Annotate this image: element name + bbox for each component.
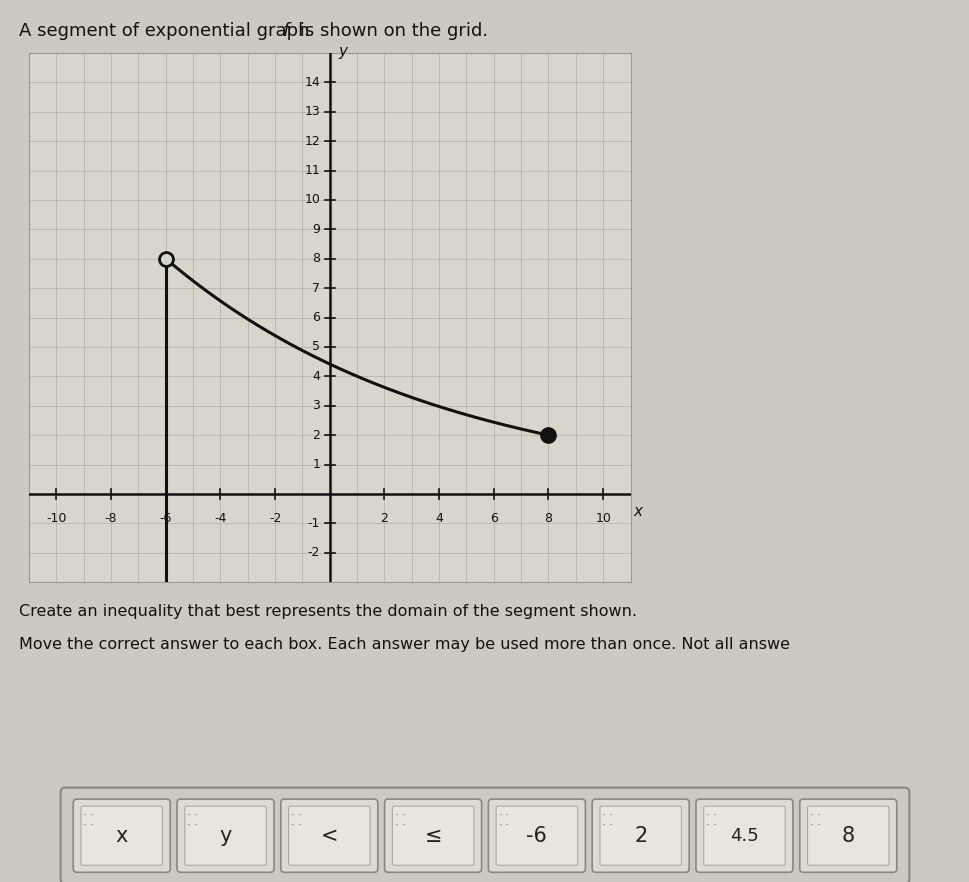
Text: ··: ·· [504, 812, 509, 818]
Text: 4.5: 4.5 [730, 826, 758, 845]
Text: -4: -4 [214, 512, 227, 525]
Text: -2: -2 [268, 512, 281, 525]
Text: ··: ·· [297, 812, 301, 818]
Text: ··: ·· [290, 823, 295, 828]
Text: $y$: $y$ [337, 45, 349, 61]
Text: 12: 12 [304, 135, 320, 147]
Text: ··: ·· [808, 823, 813, 828]
Text: ··: ·· [89, 812, 94, 818]
Text: 6: 6 [489, 512, 497, 525]
Text: 5: 5 [312, 340, 320, 354]
Text: ··: ·· [504, 823, 509, 828]
Text: $x$: $x$ [633, 504, 643, 519]
Text: 2: 2 [312, 429, 320, 442]
Text: -6: -6 [526, 826, 547, 846]
Text: 2: 2 [380, 512, 388, 525]
Text: ··: ·· [497, 823, 502, 828]
Text: f: f [283, 22, 290, 40]
Text: ··: ·· [297, 823, 301, 828]
Text: y: y [219, 826, 232, 846]
Text: 1: 1 [312, 458, 320, 471]
Text: ··: ·· [186, 812, 191, 818]
Text: ··: ·· [711, 823, 716, 828]
Text: ··: ·· [393, 823, 398, 828]
Text: <: < [320, 826, 338, 846]
Text: ··: ·· [608, 812, 612, 818]
Text: is shown on the grid.: is shown on the grid. [294, 22, 487, 40]
Text: ··: ·· [82, 823, 87, 828]
Text: ··: ·· [393, 812, 398, 818]
Text: ··: ·· [186, 823, 191, 828]
Text: -8: -8 [105, 512, 117, 525]
Text: ··: ·· [193, 823, 198, 828]
Text: Move the correct answer to each box. Each answer may be used more than once. Not: Move the correct answer to each box. Eac… [19, 637, 790, 652]
Text: 10: 10 [595, 512, 610, 525]
Text: ··: ·· [711, 812, 716, 818]
Text: 11: 11 [304, 164, 320, 177]
Text: ··: ·· [815, 812, 820, 818]
Text: ··: ·· [704, 823, 709, 828]
Text: ··: ·· [808, 812, 813, 818]
Text: x: x [115, 826, 128, 846]
Text: 14: 14 [304, 76, 320, 89]
Text: 4: 4 [435, 512, 443, 525]
Text: ··: ·· [704, 812, 709, 818]
Text: Create an inequality that best represents the domain of the segment shown.: Create an inequality that best represent… [19, 604, 637, 619]
Text: 3: 3 [312, 400, 320, 412]
Text: ··: ·· [89, 823, 94, 828]
Text: -10: -10 [47, 512, 67, 525]
Text: 8: 8 [544, 512, 552, 525]
Text: 4: 4 [312, 370, 320, 383]
Text: 6: 6 [312, 311, 320, 324]
Text: A segment of exponential graph: A segment of exponential graph [19, 22, 315, 40]
Text: ··: ·· [400, 823, 405, 828]
Text: 2: 2 [634, 826, 646, 846]
Text: -6: -6 [160, 512, 172, 525]
Text: 9: 9 [312, 223, 320, 235]
Text: ··: ·· [193, 812, 198, 818]
Text: 8: 8 [312, 252, 320, 265]
Text: ··: ·· [497, 812, 502, 818]
Text: ··: ·· [400, 812, 405, 818]
Text: ··: ·· [601, 823, 606, 828]
Text: 7: 7 [312, 281, 320, 295]
Text: 13: 13 [304, 105, 320, 118]
Text: ··: ·· [82, 812, 87, 818]
Text: ≤: ≤ [423, 826, 442, 846]
Text: 10: 10 [304, 193, 320, 206]
Text: -2: -2 [307, 546, 320, 559]
Text: 8: 8 [841, 826, 854, 846]
Text: ··: ·· [290, 812, 295, 818]
Text: ··: ·· [608, 823, 612, 828]
Text: ··: ·· [601, 812, 606, 818]
Text: ··: ·· [815, 823, 820, 828]
Text: -1: -1 [307, 517, 320, 530]
